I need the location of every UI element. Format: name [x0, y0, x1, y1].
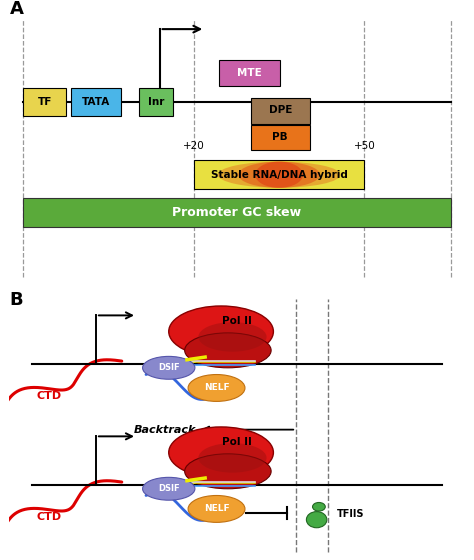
Ellipse shape [169, 306, 273, 357]
Ellipse shape [198, 443, 266, 473]
Ellipse shape [188, 496, 245, 522]
Ellipse shape [312, 502, 325, 511]
FancyBboxPatch shape [251, 125, 310, 150]
FancyBboxPatch shape [23, 198, 451, 227]
Ellipse shape [306, 512, 327, 528]
Text: Pol II: Pol II [222, 316, 252, 326]
Text: Promoter GC skew: Promoter GC skew [173, 206, 301, 219]
Text: Pol II: Pol II [222, 437, 252, 447]
Ellipse shape [188, 375, 245, 402]
Text: TF: TF [37, 97, 52, 107]
Ellipse shape [218, 162, 340, 188]
Text: PB: PB [273, 133, 288, 142]
Ellipse shape [185, 333, 271, 368]
Text: CTD: CTD [37, 391, 62, 401]
Text: A: A [9, 0, 23, 18]
Text: NELF: NELF [204, 505, 229, 514]
Text: TFIIS: TFIIS [337, 509, 365, 519]
Ellipse shape [255, 162, 303, 188]
Text: TATA: TATA [82, 97, 110, 107]
Text: DPE: DPE [269, 105, 292, 115]
FancyBboxPatch shape [23, 88, 66, 116]
FancyBboxPatch shape [139, 88, 173, 116]
FancyBboxPatch shape [71, 88, 121, 116]
Text: MTE: MTE [237, 68, 262, 78]
Ellipse shape [143, 356, 195, 379]
Text: CTD: CTD [37, 512, 62, 522]
Ellipse shape [143, 477, 195, 500]
Ellipse shape [198, 322, 266, 352]
FancyBboxPatch shape [251, 97, 310, 124]
Text: DSIF: DSIF [158, 484, 180, 493]
Ellipse shape [185, 454, 271, 489]
Text: +50: +50 [354, 141, 375, 151]
FancyBboxPatch shape [194, 160, 365, 189]
Ellipse shape [169, 427, 273, 478]
Text: +20: +20 [183, 141, 205, 151]
Text: Stable RNA/DNA hybrid: Stable RNA/DNA hybrid [210, 170, 347, 180]
Text: DSIF: DSIF [158, 363, 180, 372]
Text: Backtrack: Backtrack [134, 424, 196, 435]
Ellipse shape [238, 162, 320, 188]
FancyBboxPatch shape [219, 60, 280, 86]
Text: NELF: NELF [204, 384, 229, 393]
Text: B: B [9, 291, 23, 309]
Text: Inr: Inr [148, 97, 164, 107]
